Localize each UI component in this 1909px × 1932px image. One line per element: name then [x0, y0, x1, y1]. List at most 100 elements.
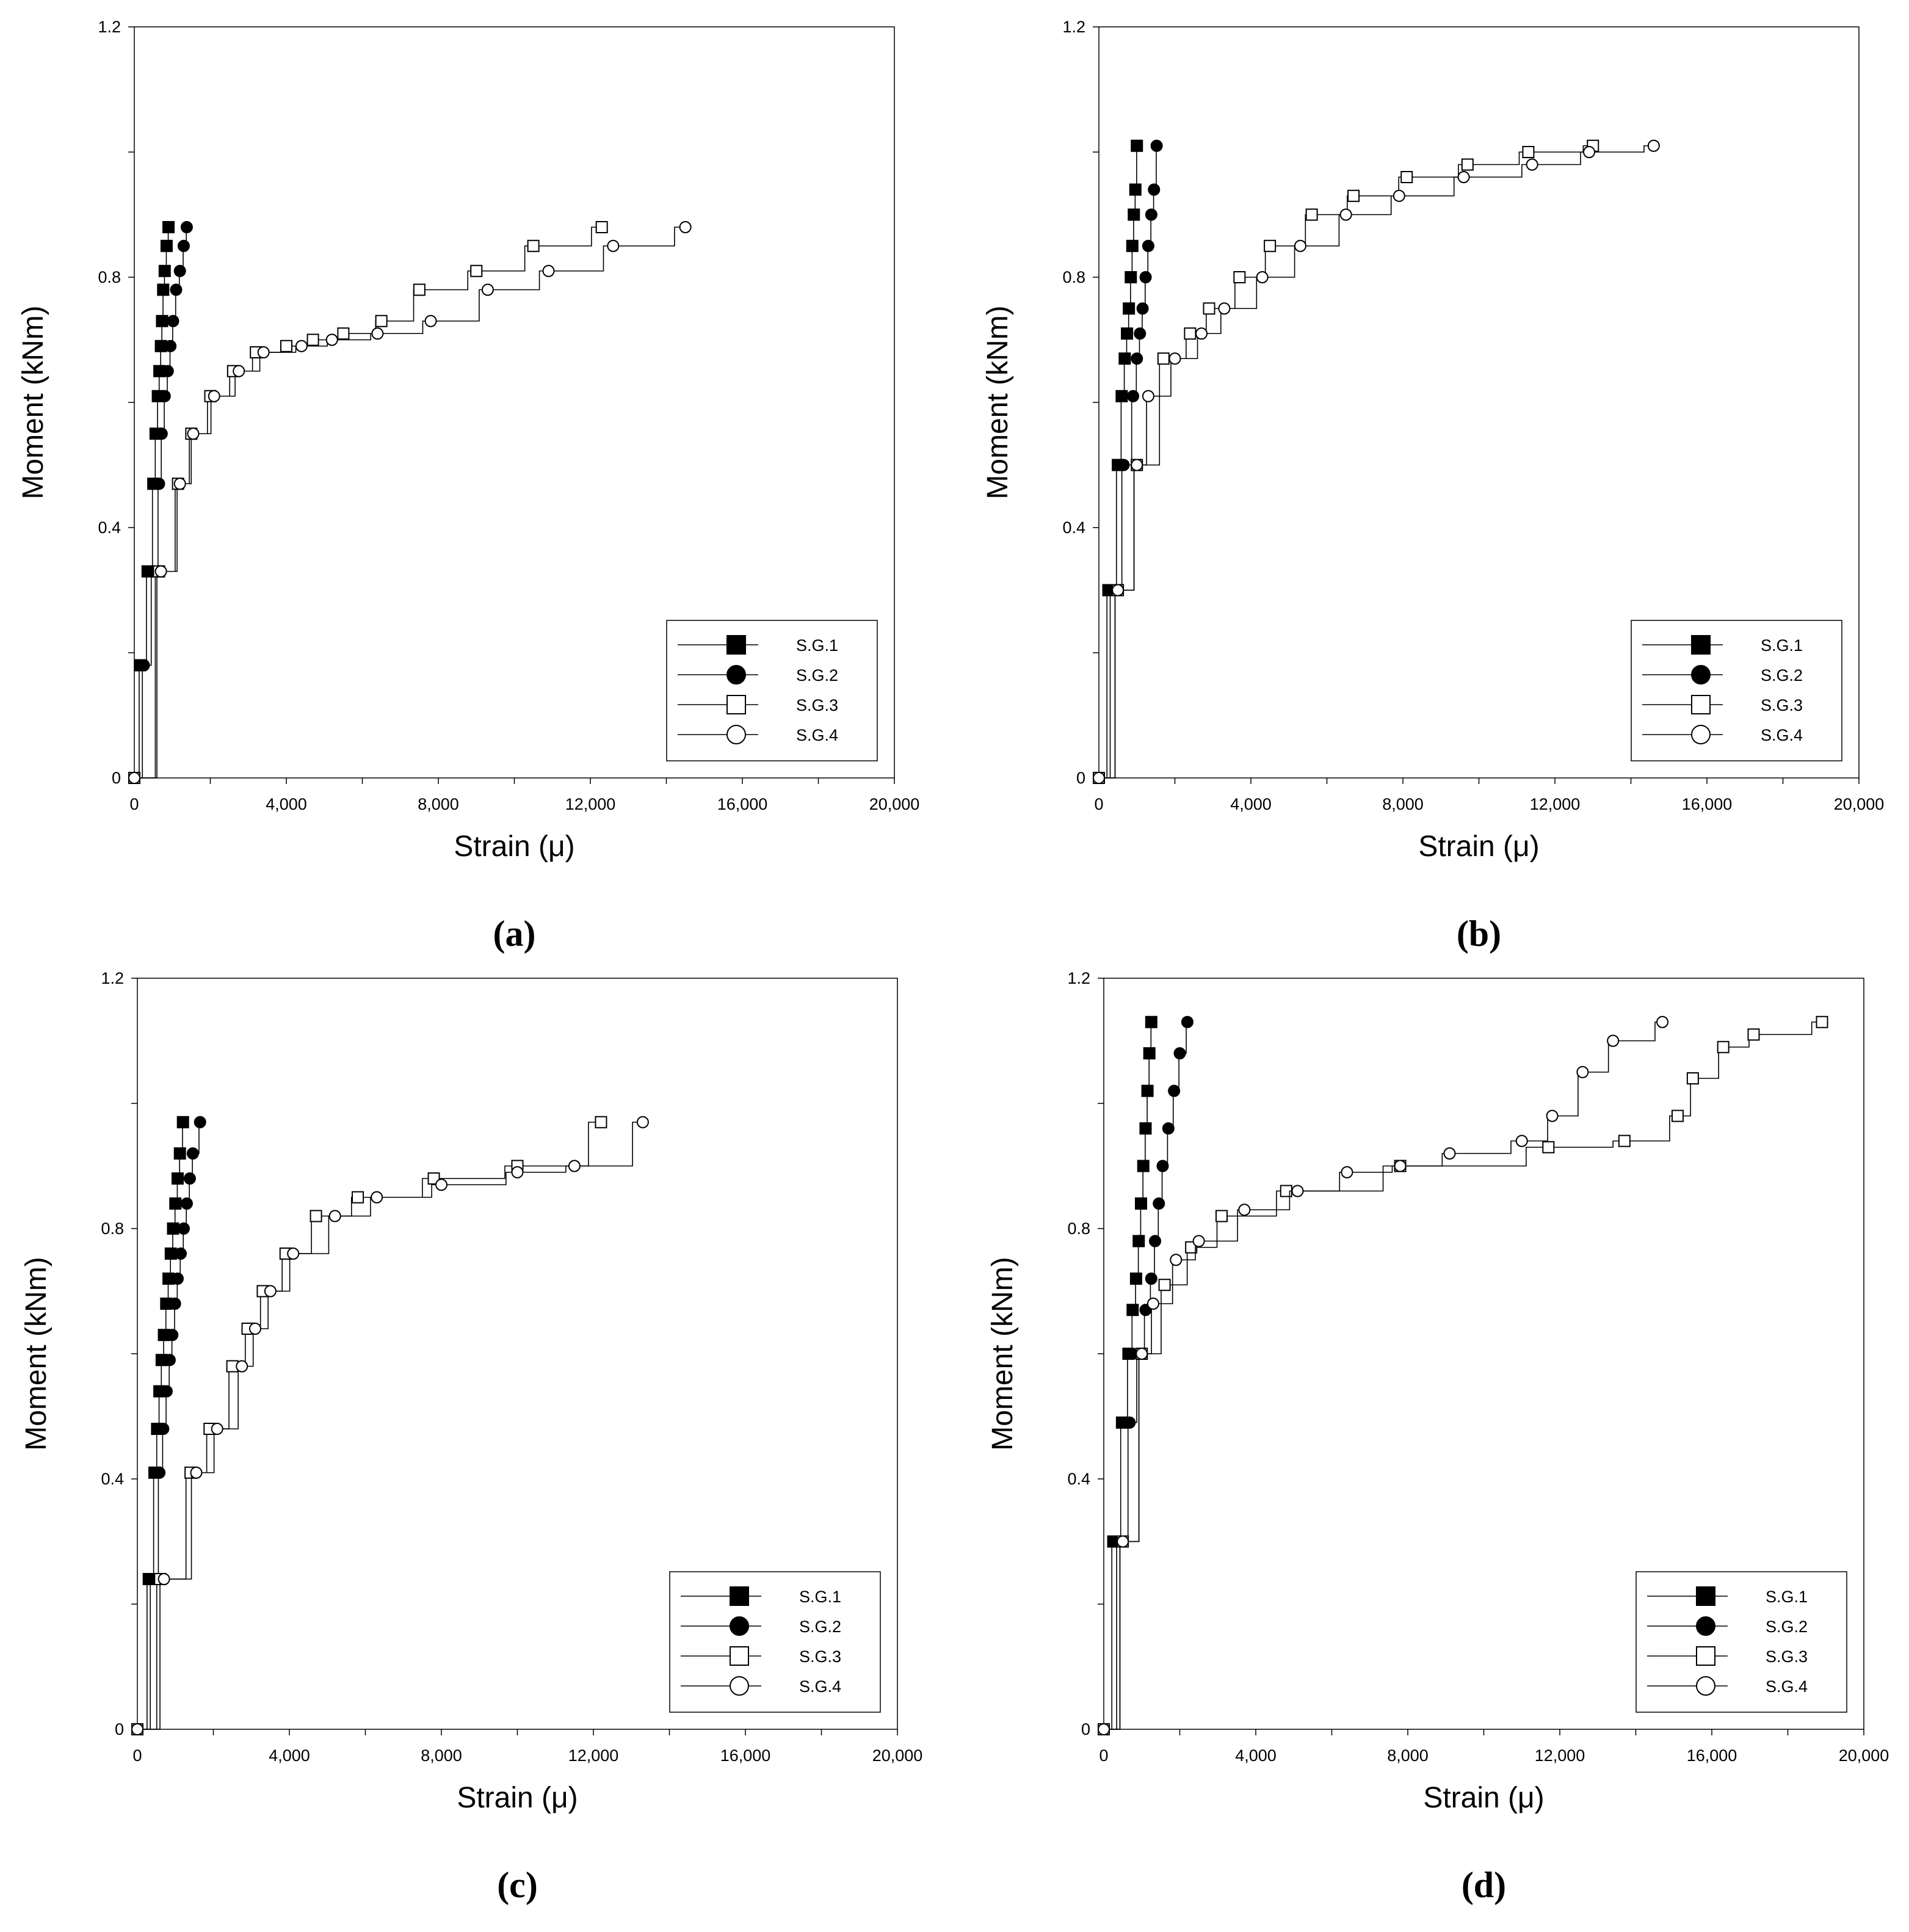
legend-box	[669, 1571, 881, 1713]
data-point-sg4	[190, 1466, 203, 1479]
data-point-sg2	[183, 1172, 196, 1185]
data-point-sg2	[160, 1385, 173, 1398]
legend-marker	[1696, 1616, 1715, 1636]
data-point-sg1	[1123, 302, 1136, 315]
data-point-sg1	[1132, 1235, 1145, 1247]
panel-label: (a)	[493, 913, 536, 954]
data-point-sg1	[1118, 352, 1131, 365]
data-point-sg3	[1816, 1015, 1828, 1028]
data-point-sg4	[1546, 1109, 1559, 1122]
x-tick-label: 20,000	[872, 1746, 923, 1765]
data-point-sg4	[328, 1210, 341, 1222]
data-point-sg4	[1393, 189, 1405, 202]
data-point-sg2	[1173, 1047, 1186, 1059]
data-point-sg2	[1134, 327, 1146, 340]
legend-label: S.G.2	[796, 666, 838, 685]
data-point-sg4	[1117, 1535, 1129, 1548]
data-point-sg2	[1131, 352, 1143, 365]
x-axis-label: Strain (μ)	[1418, 830, 1539, 863]
legend-label: S.G.3	[799, 1647, 841, 1666]
data-point-sg1	[1137, 1160, 1150, 1172]
data-point-sg2	[1142, 239, 1154, 252]
data-point-sg2	[1162, 1122, 1175, 1135]
x-tick-label: 12,000	[565, 795, 616, 813]
legend-label: S.G.3	[1766, 1647, 1808, 1666]
legend-marker	[1691, 635, 1711, 655]
y-tick-label: 1.2	[1067, 969, 1090, 987]
data-point-sg4	[1168, 352, 1181, 365]
data-point-sg2	[1150, 139, 1163, 152]
data-point-sg4	[1576, 1066, 1589, 1078]
data-point-sg3	[306, 333, 319, 346]
data-point-sg3	[1233, 271, 1246, 283]
data-point-sg4	[295, 340, 308, 352]
data-point-sg4	[208, 390, 220, 402]
data-point-sg4	[1218, 302, 1231, 315]
y-tick-label: 0.4	[1062, 518, 1085, 537]
data-point-sg2	[1117, 459, 1130, 471]
data-point-sg2	[1136, 302, 1149, 315]
data-point-sg3	[1184, 327, 1197, 340]
data-point-sg2	[161, 365, 174, 377]
series-line-sg1	[134, 227, 169, 779]
panel-c: 0 0.4 0.8 1.2 0 4,000 8,000 12,000 16,000 20,000 S…	[20, 969, 922, 1905]
data-point-sg1	[1141, 1084, 1154, 1097]
data-point-sg4	[1647, 139, 1660, 152]
data-point-sg1	[167, 1222, 179, 1235]
x-tick-label: 4,000	[1230, 795, 1272, 813]
panel-b: 0 0.4 0.8 1.2 0 4,000 8,000 12,000 16,000 20,000 S…	[982, 18, 1884, 954]
y-tick-label: 0.4	[101, 1470, 124, 1488]
legend-marker	[730, 1646, 749, 1666]
panel-label: (c)	[497, 1865, 538, 1905]
y-tick-label: 0.4	[98, 518, 121, 537]
data-point-sg2	[168, 1298, 181, 1310]
data-point-sg4	[371, 1191, 383, 1204]
data-point-sg4	[187, 427, 200, 440]
data-point-sg1	[169, 1197, 182, 1210]
data-point-sg3	[1671, 1109, 1684, 1122]
data-point-sg1	[1129, 1273, 1142, 1285]
x-tick-label: 4,000	[269, 1746, 310, 1765]
data-point-sg2	[1148, 183, 1161, 196]
data-point-sg1	[158, 264, 171, 277]
data-point-sg3	[1461, 158, 1474, 171]
data-point-sg4	[568, 1160, 581, 1172]
data-point-sg2	[1149, 1235, 1162, 1247]
legend-marker	[1691, 695, 1711, 714]
series-line-sg4	[1099, 145, 1654, 779]
data-point-sg4	[435, 1178, 447, 1191]
data-point-sg2	[1156, 1160, 1169, 1172]
data-point-sg4	[257, 346, 270, 358]
data-point-sg4	[424, 314, 437, 327]
x-tick-label: 20,000	[1839, 1746, 1889, 1765]
legend-marker	[1696, 1586, 1715, 1606]
legend-marker	[1696, 1676, 1715, 1696]
legend: S.G.1 S.G.2 S.G.3 S.G.4	[1631, 620, 1842, 761]
data-point-sg3	[1158, 1279, 1171, 1291]
legend-marker	[730, 1616, 749, 1636]
legend: S.G.1 S.G.2 S.G.3 S.G.4	[666, 620, 878, 761]
data-point-sg2	[173, 264, 186, 277]
data-point-sg2	[137, 659, 150, 672]
legend-label: S.G.4	[796, 726, 838, 744]
y-tick-label: 0	[1076, 769, 1085, 787]
data-point-sg2	[186, 1147, 199, 1160]
data-point-sg3	[1522, 146, 1535, 158]
data-point-sg4	[1341, 1166, 1353, 1178]
data-point-sg4	[511, 1166, 524, 1178]
data-point-sg4	[481, 283, 494, 296]
y-tick-label: 0.8	[101, 1219, 124, 1238]
data-point-sg4	[236, 1360, 248, 1373]
legend-label: S.G.2	[1766, 1618, 1808, 1636]
data-point-sg3	[413, 283, 426, 296]
legend-label: S.G.2	[1761, 666, 1803, 685]
legend-marker	[726, 665, 746, 685]
data-point-sg3	[310, 1210, 322, 1222]
data-point-sg4	[679, 221, 692, 233]
series-line-sg3	[134, 227, 602, 779]
y-tick-label: 1.2	[98, 18, 121, 36]
legend-marker	[1691, 665, 1711, 685]
data-point-sg4	[128, 772, 140, 784]
series-group	[1093, 139, 1660, 784]
